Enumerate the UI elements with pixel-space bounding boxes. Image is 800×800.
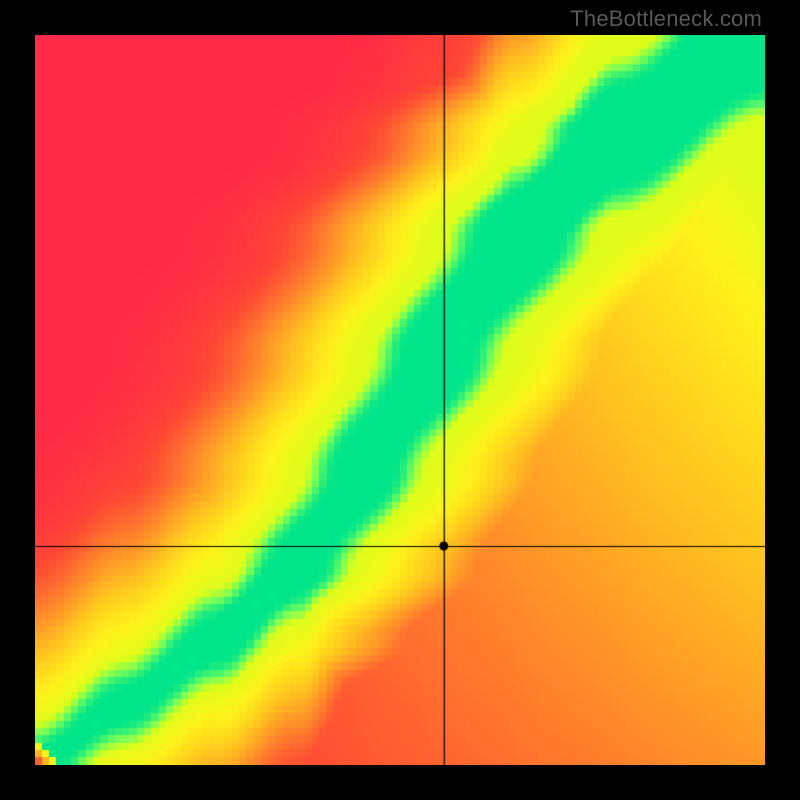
watermark-text: TheBottleneck.com [570, 6, 762, 32]
chart-container: TheBottleneck.com [0, 0, 800, 800]
heatmap-canvas [35, 35, 765, 765]
